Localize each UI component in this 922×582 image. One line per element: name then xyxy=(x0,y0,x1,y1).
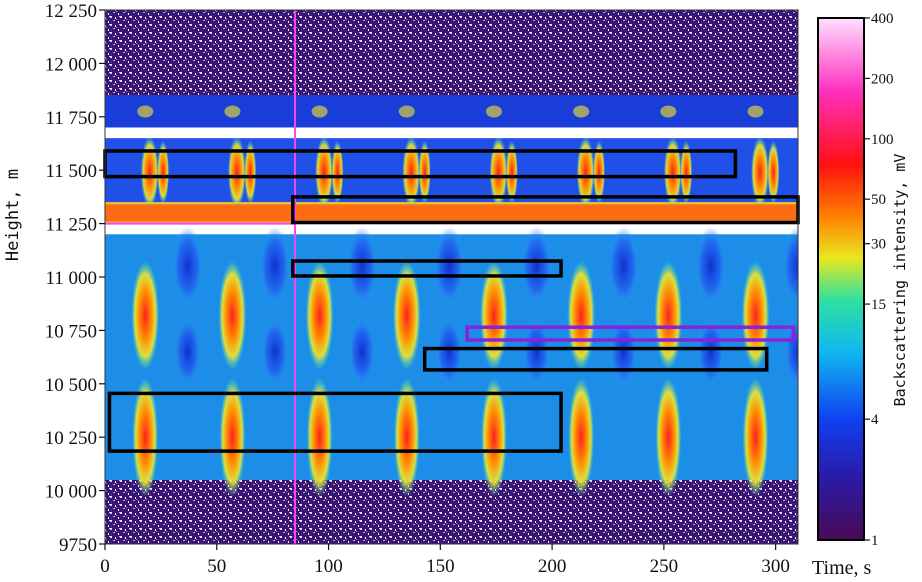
heatmap-cell xyxy=(260,316,289,387)
heatmap-layer-low xyxy=(105,95,798,128)
y-tick-label: 12 250 xyxy=(45,1,97,22)
heatmap-cell xyxy=(306,377,333,498)
heatmap-cell xyxy=(219,377,246,498)
heatmap-cell xyxy=(137,105,154,118)
x-axis-title: Time, s xyxy=(812,557,872,579)
y-tick-label: 12 000 xyxy=(45,54,97,75)
x-tick-label: 100 xyxy=(314,556,343,577)
heatmap-cell xyxy=(140,136,159,209)
heatmap-cell xyxy=(520,226,553,307)
heatmap-cell xyxy=(654,260,683,371)
heatmap-cell xyxy=(398,105,415,118)
heatmap-band xyxy=(105,204,798,222)
colorbar-tick-label: 30 xyxy=(871,237,886,253)
colorbar-tick-label: 1 xyxy=(871,533,879,549)
heatmap-cell xyxy=(747,105,764,118)
heatmap-cell xyxy=(171,226,204,307)
heatmap-cell xyxy=(218,260,247,371)
heatmap-cell xyxy=(244,140,257,205)
x-tick-label: 300 xyxy=(761,556,790,577)
x-tick-label: 250 xyxy=(650,556,679,577)
heatmap-cell xyxy=(305,260,334,371)
annotation-box-3 xyxy=(291,259,563,278)
colorbar xyxy=(817,17,865,541)
colorbar-tick-label: 100 xyxy=(871,132,894,148)
heatmap-cell xyxy=(694,226,727,307)
x-tick-label: 200 xyxy=(538,556,567,577)
annotation-box-6 xyxy=(107,391,563,453)
y-tick-label: 10 000 xyxy=(45,482,97,503)
heatmap-cell xyxy=(741,260,770,371)
colorbar-title: Backscattering intensity, mV xyxy=(891,154,909,407)
heatmap-cell xyxy=(742,377,769,498)
annotation-box-5 xyxy=(422,346,769,372)
heatmap-cell xyxy=(680,140,693,205)
heatmap-cell xyxy=(311,105,328,118)
heatmap-cell xyxy=(173,316,202,387)
heatmap-cell xyxy=(750,136,769,209)
heatmap-cell xyxy=(655,377,682,498)
heatmap-layer-high-periodic xyxy=(105,138,798,203)
y-axis-title: Height, m xyxy=(3,169,23,261)
y-tick-label: 10 500 xyxy=(45,375,97,396)
colorbar-tick-label: 4 xyxy=(871,412,879,428)
x-tick-label: 150 xyxy=(426,556,455,577)
heatmap-cell xyxy=(767,140,780,205)
y-tick-label: 11 750 xyxy=(45,108,97,129)
colorbar-tick-label: 200 xyxy=(871,71,894,87)
heatmap-cell xyxy=(660,105,677,118)
heatmap-cell xyxy=(576,136,595,209)
heatmap-cell xyxy=(505,140,518,205)
heatmap-cell xyxy=(573,105,590,118)
heatmap-cell xyxy=(157,140,170,205)
heatmap-cell xyxy=(489,136,508,209)
y-tick-label: 10 750 xyxy=(45,321,97,342)
heatmap-cell xyxy=(131,260,160,371)
heatmap-cell xyxy=(348,316,377,387)
heatmap-cell xyxy=(331,140,344,205)
heatmap-cell xyxy=(435,316,464,387)
x-tick-label: 0 xyxy=(100,556,110,577)
heatmap-cell xyxy=(315,136,334,209)
heatmap-cell xyxy=(402,136,421,209)
heatmap-layer-noise xyxy=(105,10,798,96)
heatmap-cell xyxy=(663,136,682,209)
x-tick-label: 50 xyxy=(207,556,226,577)
annotation-box-4 xyxy=(465,325,796,342)
heatmap-cell xyxy=(258,226,291,307)
heatmap-layer-noise xyxy=(105,479,798,544)
y-tick-label: 11 500 xyxy=(45,161,97,182)
heatmap-cell xyxy=(392,260,421,371)
heatmap-cell xyxy=(346,226,379,307)
heatmap-cell xyxy=(418,140,431,205)
y-tick-label: 10 250 xyxy=(45,428,97,449)
y-tick-label: 9750 xyxy=(59,535,97,556)
heatmap-cell xyxy=(479,260,508,371)
heatmap-cell xyxy=(480,377,507,498)
heatmap-cell xyxy=(593,140,606,205)
colorbar-tick-label: 15 xyxy=(871,297,886,313)
heatmap-cell xyxy=(568,377,595,498)
heatmap-cell xyxy=(485,105,502,118)
heatmap-cell xyxy=(782,226,798,307)
heatmap-cell xyxy=(433,226,466,307)
heatmap-cell xyxy=(132,377,159,498)
heatmap-cell xyxy=(567,260,596,371)
y-tick-label: 11 000 xyxy=(45,268,97,289)
colorbar-tick-label: 400 xyxy=(871,11,894,27)
heatmap-cell xyxy=(227,136,246,209)
y-tick-label: 11 250 xyxy=(45,215,97,236)
heatmap-cell xyxy=(224,105,241,118)
heatmap-cell xyxy=(393,377,420,498)
heatmap-cell xyxy=(607,226,640,307)
colorbar-tick-label: 50 xyxy=(871,192,886,208)
